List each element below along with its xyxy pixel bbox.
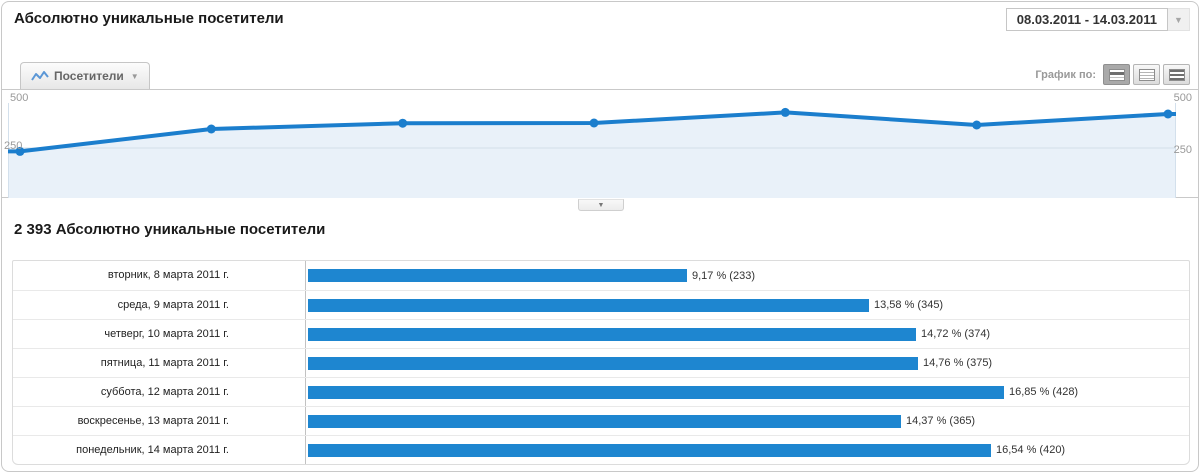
row-date-label: четверг, 10 марта 2011 г. (13, 320, 306, 348)
chevron-down-icon: ▼ (597, 201, 605, 209)
row-bar-cell: 16,85 % (428) (306, 378, 1189, 406)
table-row: воскресенье, 13 марта 2011 г. 14,37 % (36… (13, 406, 1189, 435)
table-row: четверг, 10 марта 2011 г. 14,72 % (374) (13, 319, 1189, 348)
row-value: 14,76 % (375) (923, 357, 993, 369)
summary-total: 2 393 (14, 221, 52, 238)
row-date-label: суббота, 12 марта 2011 г. (13, 378, 306, 406)
row-bar-cell: 14,76 % (375) (306, 349, 1189, 377)
y-axis-tick-right-top: 500 (1173, 92, 1192, 104)
row-date-label: вторник, 8 марта 2011 г. (13, 261, 306, 290)
row-bar-cell: 14,72 % (374) (306, 320, 1189, 348)
graph-by-controls: График по: (1035, 64, 1190, 85)
data-point[interactable] (972, 120, 982, 130)
value-bar (308, 414, 901, 428)
page-title: Абсолютно уникальные посетители (14, 10, 284, 27)
daily-visitors-table: вторник, 8 марта 2011 г. 9,17 % (233) сред… (12, 260, 1190, 465)
chevron-down-icon[interactable]: ▼ (1168, 8, 1190, 31)
row-date-label: понедельник, 14 марта 2011 г. (13, 436, 306, 464)
graph-by-label: График по: (1035, 68, 1096, 81)
data-point[interactable] (206, 124, 216, 134)
data-point[interactable] (589, 118, 599, 128)
table-row: вторник, 8 марта 2011 г. 9,17 % (233) (13, 261, 1189, 290)
row-bar-cell: 14,37 % (365) (306, 407, 1189, 435)
collapse-chart-handle[interactable]: ▼ (578, 199, 624, 211)
row-date-label: пятница, 11 марта 2011 г. (13, 349, 306, 377)
value-bar (308, 327, 916, 341)
graph-by-month-button[interactable] (1163, 64, 1190, 85)
row-bar-cell: 16,54 % (420) (306, 436, 1189, 464)
summary-label: Абсолютно уникальные посетители (55, 221, 326, 238)
row-value: 16,54 % (420) (996, 444, 1066, 456)
tab-visitors[interactable]: Посетители ▼ (20, 62, 150, 89)
line-chart-canvas (8, 103, 1176, 198)
date-range-value: 08.03.2011 - 14.03.2011 (1005, 8, 1168, 31)
data-points (15, 107, 1173, 156)
row-date-label: среда, 9 марта 2011 г. (13, 291, 306, 319)
row-value: 13,58 % (345) (874, 299, 944, 311)
data-point[interactable] (1163, 109, 1173, 119)
row-value: 16,85 % (428) (1009, 386, 1079, 398)
row-value: 9,17 % (233) (692, 269, 755, 282)
y-axis-tick-left-top: 500 (10, 92, 29, 104)
y-axis-tick-right-mid: 250 (1173, 144, 1192, 156)
data-point[interactable] (398, 118, 408, 128)
table-row: среда, 9 марта 2011 г. 13,58 % (345) (13, 290, 1189, 319)
row-bar-cell: 9,17 % (233) (306, 261, 1189, 290)
bars-medium-icon (1138, 68, 1155, 81)
date-range-selector[interactable]: 08.03.2011 - 14.03.2011 ▼ (1005, 8, 1190, 31)
row-date-label: воскресенье, 13 марта 2011 г. (13, 407, 306, 435)
bars-sparse-icon (1108, 68, 1125, 81)
summary-heading: 2 393 Абсолютно уникальные посетители (14, 221, 325, 238)
value-bar (308, 443, 991, 457)
table-row: суббота, 12 марта 2011 г. 16,85 % (428) (13, 377, 1189, 406)
y-axis-tick-left-mid: 250 (4, 140, 23, 152)
table-row: понедельник, 14 марта 2011 г. 16,54 % (42… (13, 435, 1189, 464)
table-row: пятница, 11 марта 2011 г. 14,76 % (375) (13, 348, 1189, 377)
line-chart-icon (31, 71, 49, 81)
value-bar (308, 356, 918, 370)
tab-visitors-label: Посетители (54, 69, 124, 83)
chevron-down-icon: ▼ (130, 71, 139, 81)
graph-by-day-button[interactable] (1103, 64, 1130, 85)
value-bar (308, 298, 869, 312)
chart-toolbar: Посетители ▼ График по: (2, 62, 1198, 90)
chart-area-fill (8, 112, 1176, 198)
row-value: 14,72 % (374) (921, 328, 991, 340)
data-point[interactable] (780, 107, 790, 117)
visitors-line-chart: 500 250 500 250 (2, 91, 1198, 198)
value-bar (308, 385, 1004, 399)
row-value: 14,37 % (365) (906, 415, 976, 427)
data-point[interactable] (15, 146, 25, 156)
bars-dense-icon (1168, 68, 1185, 81)
value-bar (308, 269, 687, 282)
graph-by-week-button[interactable] (1133, 64, 1160, 85)
row-bar-cell: 13,58 % (345) (306, 291, 1189, 319)
